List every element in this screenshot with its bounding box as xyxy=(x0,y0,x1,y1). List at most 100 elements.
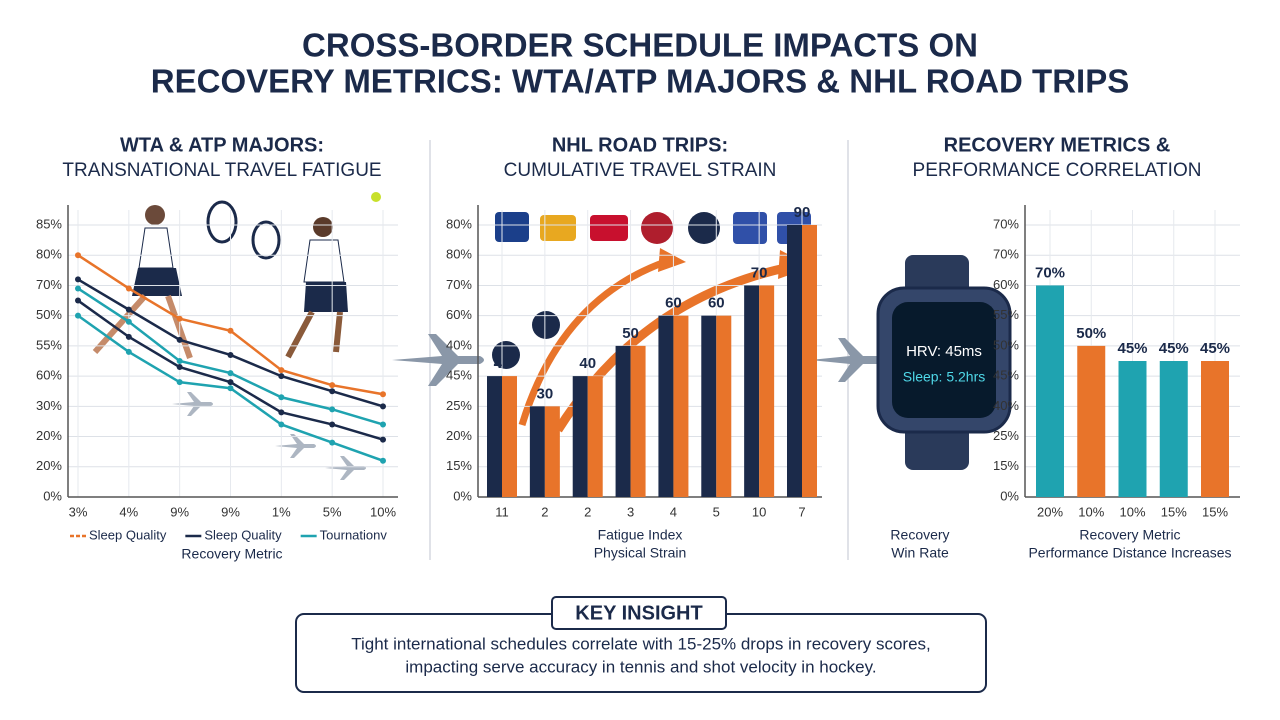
line-point xyxy=(380,436,386,443)
insight-heading: KEY INSIGHT xyxy=(575,602,702,624)
line-point xyxy=(380,391,386,398)
y-tick-label: 60% xyxy=(993,277,1019,292)
legend-label: Sleep Quality xyxy=(204,527,282,542)
y-axis-label: Win Rate xyxy=(891,545,949,561)
line-point xyxy=(125,306,132,313)
watch-text: HRV: 45ms xyxy=(906,343,982,360)
value-label: 60 xyxy=(665,295,682,312)
y-tick-label: 40% xyxy=(993,398,1019,413)
line-point xyxy=(75,276,81,283)
line-point xyxy=(75,285,81,292)
y-tick-label: 15% xyxy=(993,458,1019,473)
panel-subtitle: PERFORMANCE CORRELATION xyxy=(913,160,1202,181)
panel-title: NHL ROAD TRIPS: xyxy=(552,134,728,156)
bar xyxy=(630,345,646,497)
y-tick-label: 30% xyxy=(36,398,62,413)
line-point xyxy=(278,373,285,380)
line-point xyxy=(176,358,183,364)
bar xyxy=(487,376,502,497)
line-point xyxy=(329,388,336,395)
bar xyxy=(673,315,689,497)
x-tick-label: 7 xyxy=(798,504,805,519)
smartwatch: HRV: 45ms Sleep: 5.2hrs xyxy=(876,255,1012,470)
x-tick-label: 11 xyxy=(495,504,509,519)
bar xyxy=(658,315,674,497)
x-tick-label: 10% xyxy=(1078,504,1104,519)
y-tick-label: 55% xyxy=(36,337,62,352)
x-tick-label: 1% xyxy=(272,504,291,519)
y-tick-label: 25% xyxy=(446,398,472,413)
value-label: 45% xyxy=(1200,340,1230,357)
line-point xyxy=(278,367,285,374)
x-tick-label: 10% xyxy=(370,504,396,519)
value-label: 70% xyxy=(1035,264,1065,281)
bar xyxy=(1036,285,1064,497)
insight-text: Tight international schedules correlate … xyxy=(351,634,931,653)
value-label: 40 xyxy=(494,355,511,372)
bar xyxy=(587,376,603,497)
main-title: RECOVERY METRICS: WTA/ATP MAJORS & NHL R… xyxy=(151,63,1129,100)
y-tick-label: 20% xyxy=(446,428,472,443)
x-tick-label: 4 xyxy=(670,504,677,519)
y-tick-label: 80% xyxy=(36,247,62,262)
x-tick-label: 20% xyxy=(1037,504,1063,519)
panel-title: RECOVERY METRICS & xyxy=(944,134,1171,156)
line-point xyxy=(329,382,336,389)
value-label: 30 xyxy=(537,385,554,402)
y-tick-label: 80% xyxy=(446,216,472,231)
value-label: 50 xyxy=(622,325,639,342)
value-label: 45% xyxy=(1159,340,1189,357)
bar xyxy=(615,345,631,497)
line-point xyxy=(176,364,183,371)
x-axis-label: Recovery Metric xyxy=(181,546,282,562)
y-tick-label: 50% xyxy=(993,337,1019,352)
line-point xyxy=(125,318,132,325)
line-point xyxy=(227,370,234,377)
line-point xyxy=(75,312,81,319)
value-label: 50% xyxy=(1076,325,1106,342)
bar xyxy=(787,225,802,497)
x-tick-label: 9% xyxy=(170,504,189,519)
x-tick-label: 3% xyxy=(69,504,88,519)
line-point xyxy=(176,379,183,386)
bar xyxy=(1118,361,1147,497)
x-axis-label: Performance Distance Increases xyxy=(1028,545,1231,561)
y-tick-label: 45% xyxy=(446,368,472,383)
team-logos xyxy=(492,212,811,369)
athlete-figures xyxy=(92,192,381,360)
y-tick-label: 25% xyxy=(993,428,1019,443)
bar xyxy=(572,376,588,497)
bar xyxy=(802,225,817,497)
y-axis-label: Recovery xyxy=(890,527,949,543)
line-point xyxy=(227,351,234,358)
bar xyxy=(1201,361,1229,497)
y-tick-label: 85% xyxy=(36,216,62,231)
bar xyxy=(502,376,517,497)
bar xyxy=(716,315,732,497)
line-point xyxy=(227,379,234,386)
x-tick-label: 5 xyxy=(713,504,720,519)
line-point xyxy=(125,348,132,355)
line-point xyxy=(278,394,285,401)
x-tick-label: 15% xyxy=(1202,504,1228,519)
y-tick-label: 70% xyxy=(36,277,62,292)
x-tick-label: 3 xyxy=(627,504,634,519)
series-label: Physical Strain xyxy=(594,545,687,561)
line-point xyxy=(125,333,132,340)
bar xyxy=(529,406,545,497)
value-label: 90 xyxy=(794,204,811,221)
value-label: 45% xyxy=(1117,340,1147,357)
insight-heading-box xyxy=(551,596,727,630)
panel-title: WTA & ATP MAJORS: xyxy=(120,134,324,156)
bar xyxy=(1077,345,1106,497)
plane-icon xyxy=(172,334,885,480)
main-title: CROSS-BORDER SCHEDULE IMPACTS ON xyxy=(302,27,978,64)
value-label: 70 xyxy=(751,264,768,281)
x-tick-label: 9% xyxy=(221,504,240,519)
line-point xyxy=(329,421,336,428)
bar xyxy=(744,285,760,497)
x-tick-label: 10% xyxy=(1119,504,1145,519)
line-point xyxy=(75,252,81,259)
line-point xyxy=(227,327,234,334)
x-tick-label: 2 xyxy=(584,504,591,519)
